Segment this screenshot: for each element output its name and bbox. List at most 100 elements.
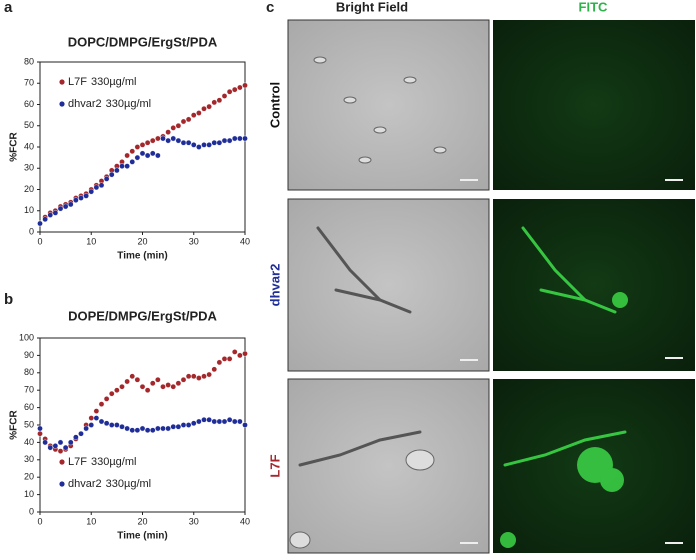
data-point [149,380,156,387]
data-point [165,425,171,432]
panel-label: c [266,0,274,16]
data-point [196,110,202,116]
y-tick-label: 10 [24,489,34,499]
x-tick-label: 10 [86,516,96,526]
y-tick-label: 40 [24,141,34,151]
data-point [108,390,115,397]
data-point [170,423,177,430]
micrographs [287,19,695,554]
data-point [139,150,146,157]
data-point [37,220,43,227]
y-tick-label: 80 [24,56,34,66]
data-point [237,352,243,359]
data-point [149,427,156,434]
data-point [190,142,197,148]
y-tick-label: 0 [29,506,34,516]
y-tick-label: 60 [24,402,34,412]
data-point [78,430,84,437]
data-point [83,425,89,432]
bright-field-image [287,378,490,554]
data-point [134,376,141,383]
data-point [242,82,248,89]
y-tick-label: 0 [29,226,34,236]
data-point [196,144,202,150]
data-point [144,139,151,146]
data-point [160,135,166,142]
panel-label: a [4,0,13,16]
data-point [139,142,146,148]
data-point [242,422,248,428]
data-point [93,415,100,421]
y-tick-label: 70 [24,385,34,395]
fitc-image [493,20,695,190]
data-point [190,373,197,380]
data-point [124,163,130,169]
y-tick-label: 50 [24,120,34,130]
data-point [160,425,166,432]
data-point [196,375,202,381]
data-point [180,139,187,146]
data-point [237,84,243,91]
data-point [129,159,136,165]
x-tick-label: 40 [240,516,250,526]
data-point [52,210,59,216]
data-point [216,418,223,425]
data-point [73,197,79,203]
data-point [124,152,130,159]
data-point [129,373,136,380]
data-point [155,135,161,142]
data-point [201,373,207,380]
data-point [206,142,212,148]
data-point [216,359,223,366]
data-point [185,422,192,428]
data-point [201,105,207,112]
data-point [221,93,228,99]
data-point [37,430,43,437]
x-tick-label: 20 [137,516,147,526]
data-point [129,427,136,434]
data-point [149,150,156,157]
legend-marker [59,481,65,487]
fluorescent-hyphae [503,226,627,467]
data-point [52,443,59,449]
fitc-image [493,199,695,371]
data-point [103,420,110,427]
data-point [165,382,171,388]
y-tick-label: 10 [24,205,34,215]
data-point [47,212,54,218]
data-point [119,423,125,430]
chart-title: DOPC/DMPG/ErgSt/PDA [68,34,218,49]
data-point [114,387,120,394]
data-point [103,176,110,182]
bright-field-image [287,198,490,372]
data-point [83,193,89,199]
x-axis-label: Time (min) [117,531,167,542]
x-tick-label: 0 [37,516,42,526]
x-tick-label: 40 [240,236,250,246]
data-point [206,416,212,423]
data-point [139,383,146,390]
data-point [221,356,228,362]
data-point [78,195,84,201]
data-point [221,418,228,425]
x-tick-label: 30 [189,236,199,246]
fluorescent-cells [500,292,628,548]
data-point [211,366,218,373]
data-point [211,418,218,425]
data-point [211,139,218,146]
y-tick-label: 50 [24,419,34,429]
y-tick-label: 80 [24,367,34,377]
column-header: FITC [579,0,608,14]
data-point [42,439,48,446]
data-point [57,205,64,212]
data-point [175,122,182,129]
chart-title: DOPE/DMPG/ErgSt/PDA [68,308,217,323]
y-tick-label: 20 [24,184,34,194]
data-point [98,418,105,425]
data-point [226,416,233,423]
panel-label: b [4,291,13,308]
data-point [88,422,95,428]
row-label: dhvar2 [267,264,282,307]
data-point [237,135,243,142]
y-tick-label: 40 [24,437,34,447]
